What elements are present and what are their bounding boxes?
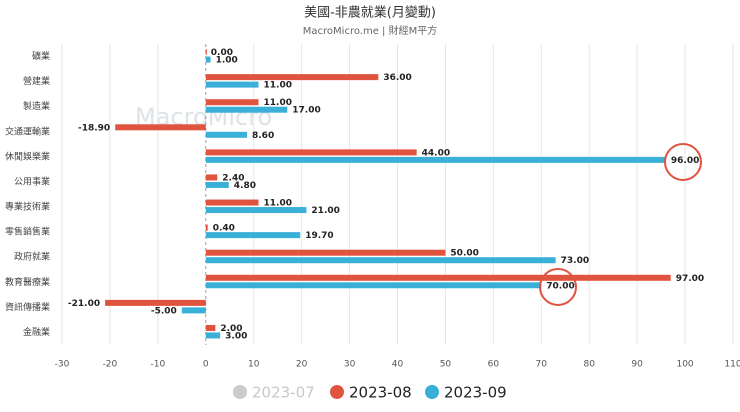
value-label: 73.00 (561, 256, 589, 266)
bar (205, 199, 259, 206)
bar (205, 332, 221, 339)
chart-subtitle: MacroMicro.me | 財經M平方 (303, 24, 437, 37)
bar (115, 124, 206, 131)
y-tick-label: 交通運輸業 (5, 125, 50, 137)
legend-label[interactable]: 2023-09 (444, 384, 507, 402)
x-tick-label: 40 (392, 360, 404, 370)
y-tick-label: 資訊傳播業 (5, 301, 50, 313)
bar (205, 56, 211, 63)
value-label: 50.00 (450, 249, 478, 259)
legend-marker (330, 385, 344, 399)
chart-title: 美國-非農就業(月變動) (304, 5, 436, 21)
bar (205, 207, 307, 214)
x-tick-label: -20 (103, 360, 118, 370)
value-label: 3.00 (225, 331, 247, 341)
value-label: 21.00 (311, 206, 339, 216)
x-tick-label: 10 (248, 360, 260, 370)
x-tick-label: 100 (676, 360, 693, 370)
x-tick-label: 20 (296, 360, 308, 370)
bar (205, 156, 666, 163)
bar (205, 257, 556, 264)
value-label: 36.00 (383, 73, 411, 83)
bar (105, 299, 206, 306)
bar (205, 274, 671, 281)
value-label: 70.00 (546, 281, 574, 291)
bar (205, 81, 259, 88)
value-label: 0.40 (213, 224, 235, 234)
value-label: 4.80 (234, 181, 256, 191)
bar (205, 131, 248, 138)
legend-label[interactable]: 2023-08 (349, 384, 412, 402)
value-label: 17.00 (292, 106, 320, 116)
bar (205, 49, 207, 56)
x-tick-label: 70 (536, 360, 548, 370)
value-label: 11.00 (264, 81, 292, 91)
bar (205, 174, 218, 181)
value-label: 2.00 (220, 324, 242, 334)
value-label: 2.40 (222, 173, 244, 183)
y-tick-label: 教育醫療業 (5, 276, 50, 288)
value-label: 8.60 (252, 131, 274, 141)
value-label: 97.00 (676, 274, 704, 284)
bar (205, 99, 259, 106)
x-tick-label: 60 (488, 360, 500, 370)
bar (205, 282, 542, 289)
legend-label[interactable]: 2023-07 (252, 384, 315, 402)
x-tick-label: 80 (583, 360, 595, 370)
value-label: -18.90 (78, 123, 110, 133)
y-tick-label: 營建業 (23, 75, 50, 87)
value-label: 19.70 (305, 231, 333, 241)
value-label: 96.00 (671, 156, 699, 166)
legend-marker (425, 385, 439, 399)
y-tick-label: 礦業 (32, 50, 50, 62)
highlight-circle (664, 143, 702, 181)
bar (205, 74, 379, 81)
bar (181, 307, 206, 314)
value-label: 44.00 (422, 148, 450, 158)
y-tick-label: 專業技術業 (5, 201, 50, 213)
x-tick-label: 90 (631, 360, 643, 370)
value-label: 11.00 (264, 98, 292, 108)
x-tick-label: 50 (440, 360, 452, 370)
highlight-circle (539, 268, 577, 306)
bar (205, 224, 208, 231)
value-label: 0.00 (211, 48, 233, 58)
value-label: 11.00 (264, 199, 292, 209)
y-tick-label: 金融業 (23, 326, 50, 338)
x-tick-label: 0 (203, 360, 209, 370)
bar (205, 106, 288, 113)
bar (205, 181, 229, 188)
value-label: 1.00 (216, 56, 238, 66)
x-tick-label: 30 (344, 360, 356, 370)
bar (205, 324, 216, 331)
x-tick-label: -30 (55, 360, 70, 370)
bar (205, 149, 417, 156)
bar (205, 232, 301, 239)
y-tick-label: 休閒娛樂業 (5, 150, 50, 162)
legend-marker (233, 385, 247, 399)
y-tick-label: 零售銷售業 (5, 226, 50, 238)
bar (205, 249, 446, 256)
value-label: -21.00 (68, 299, 100, 309)
y-tick-label: 製造業 (23, 100, 50, 112)
y-tick-label: 公用事業 (14, 175, 50, 187)
x-tick-label: 110 (724, 360, 740, 370)
y-tick-label: 政府就業 (14, 251, 50, 263)
value-label: -5.00 (151, 306, 177, 316)
x-tick-label: -10 (151, 360, 166, 370)
